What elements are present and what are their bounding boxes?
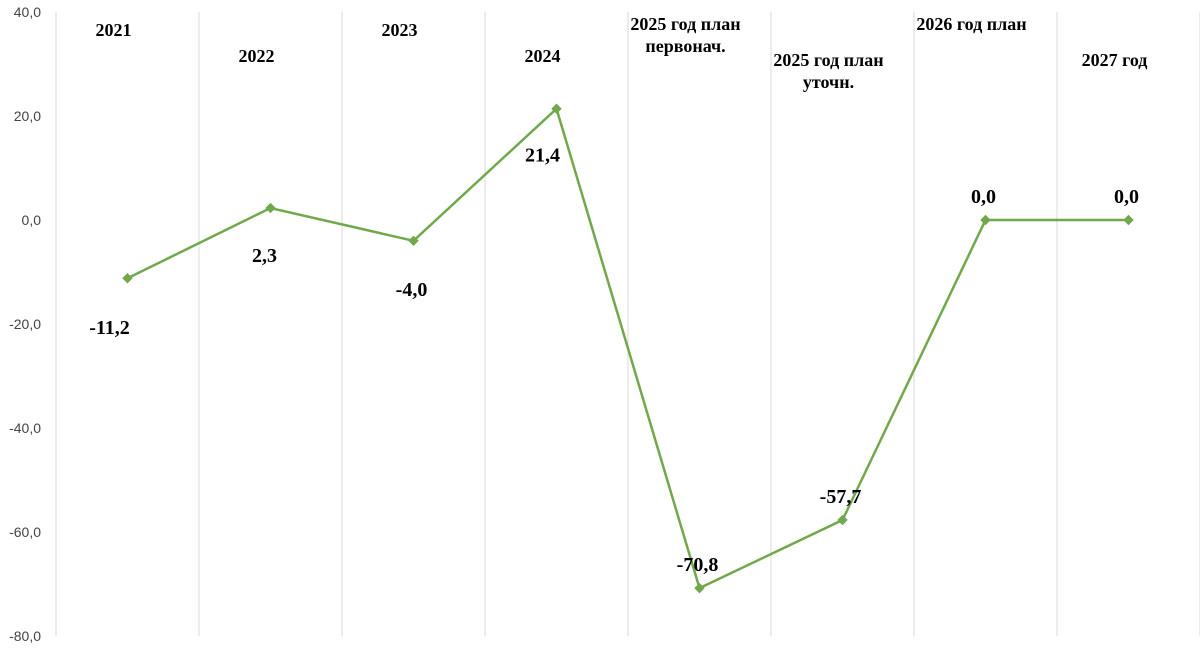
data-marker: [837, 514, 848, 526]
series-line-layer: [126, 106, 1129, 590]
category-label: 2025 год план: [773, 50, 883, 70]
category-label: 2022: [239, 46, 275, 66]
data-marker: [694, 582, 705, 594]
data-marker: [980, 214, 991, 226]
data-labels: -11,2 2,3 -4,0 21,4 -70,8 -57,7 0,0 0,0: [89, 145, 1139, 576]
y-tick-label: 20,0: [14, 108, 41, 124]
category-label: 2021: [96, 20, 132, 40]
category-label: первонач.: [645, 36, 725, 56]
data-markers: [122, 103, 1134, 594]
y-axis-tick-labels: 40,0 20,0 0,0 -20,0 -40,0 -60,0 -80,0: [9, 4, 41, 644]
y-tick-label: 0,0: [22, 212, 42, 228]
data-label: -4,0: [396, 279, 428, 301]
y-tick-label: -60,0: [9, 524, 41, 540]
vertical-gridlines: [55, 12, 1200, 636]
category-label: 2024: [525, 46, 561, 66]
y-tick-label: 40,0: [14, 4, 41, 20]
category-label: 2026 год план: [916, 14, 1026, 34]
data-label: 0,0: [1114, 186, 1139, 208]
series-line: [126, 106, 1129, 590]
y-tick-label: -40,0: [9, 420, 41, 436]
data-label: 2,3: [252, 245, 277, 267]
data-marker: [551, 103, 562, 114]
category-label: 2027 год: [1082, 50, 1148, 70]
y-tick-label: -20,0: [9, 316, 41, 332]
data-marker: [1123, 214, 1134, 226]
data-marker: [408, 235, 419, 247]
data-label: -57,7: [820, 486, 862, 508]
y-tick-label: -80,0: [9, 628, 41, 644]
data-marker: [265, 202, 276, 214]
category-label: 2025 год план: [630, 14, 740, 34]
category-label: 2023: [382, 20, 418, 40]
data-label: 0,0: [971, 186, 996, 208]
category-label: уточн.: [803, 72, 854, 92]
data-marker: [122, 273, 133, 284]
data-label: -11,2: [89, 317, 130, 339]
data-label: 21,4: [525, 145, 560, 167]
data-label: -70,8: [677, 554, 719, 576]
